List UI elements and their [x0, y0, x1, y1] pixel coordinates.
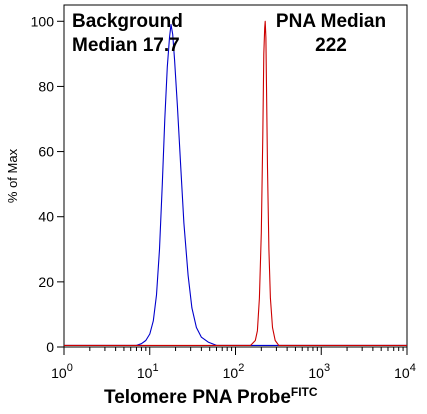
x-tick-label: 103 [308, 362, 330, 381]
x-minor-ticks [89, 347, 404, 351]
annotation-pna-line-2: 222 [315, 35, 347, 56]
plot-area [63, 4, 408, 348]
annotation-bg-line-2: Median 17.7 [72, 35, 180, 56]
x-axis-label: Telomere PNA ProbeFITC [104, 385, 318, 408]
series-line-1 [64, 23, 407, 346]
y-tick-label: 20 [38, 274, 54, 290]
x-tick-label: 104 [394, 362, 416, 381]
series-layer [64, 20, 407, 346]
y-tick-label: 100 [31, 13, 55, 29]
x-axis-label-main: Telomere PNA Probe [104, 387, 291, 408]
y-tick-label: 60 [38, 144, 54, 160]
y-tick-label: 80 [38, 78, 54, 94]
annotation-pna-line-1: PNA Median [276, 11, 386, 32]
y-tick-labels: 0 20 40 60 80 100 [31, 13, 55, 355]
x-tick-label: 102 [223, 362, 245, 381]
y-tick-label: 40 [38, 209, 54, 225]
y-tick-label: 0 [46, 339, 54, 355]
annotations: Background Median 17.7 PNA Median 222 [72, 11, 386, 56]
axis-major-ticks [57, 20, 408, 355]
x-axis-label-superscript: FITC [291, 385, 318, 399]
annotation-bg-line-1: Background [72, 11, 183, 32]
y-axis-label: % of Max [5, 148, 20, 203]
series-line-2 [64, 20, 407, 346]
x-tick-label: 101 [137, 362, 159, 381]
x-tick-labels: 100 101 102 103 104 [51, 362, 416, 381]
x-tick-label: 100 [51, 362, 73, 381]
